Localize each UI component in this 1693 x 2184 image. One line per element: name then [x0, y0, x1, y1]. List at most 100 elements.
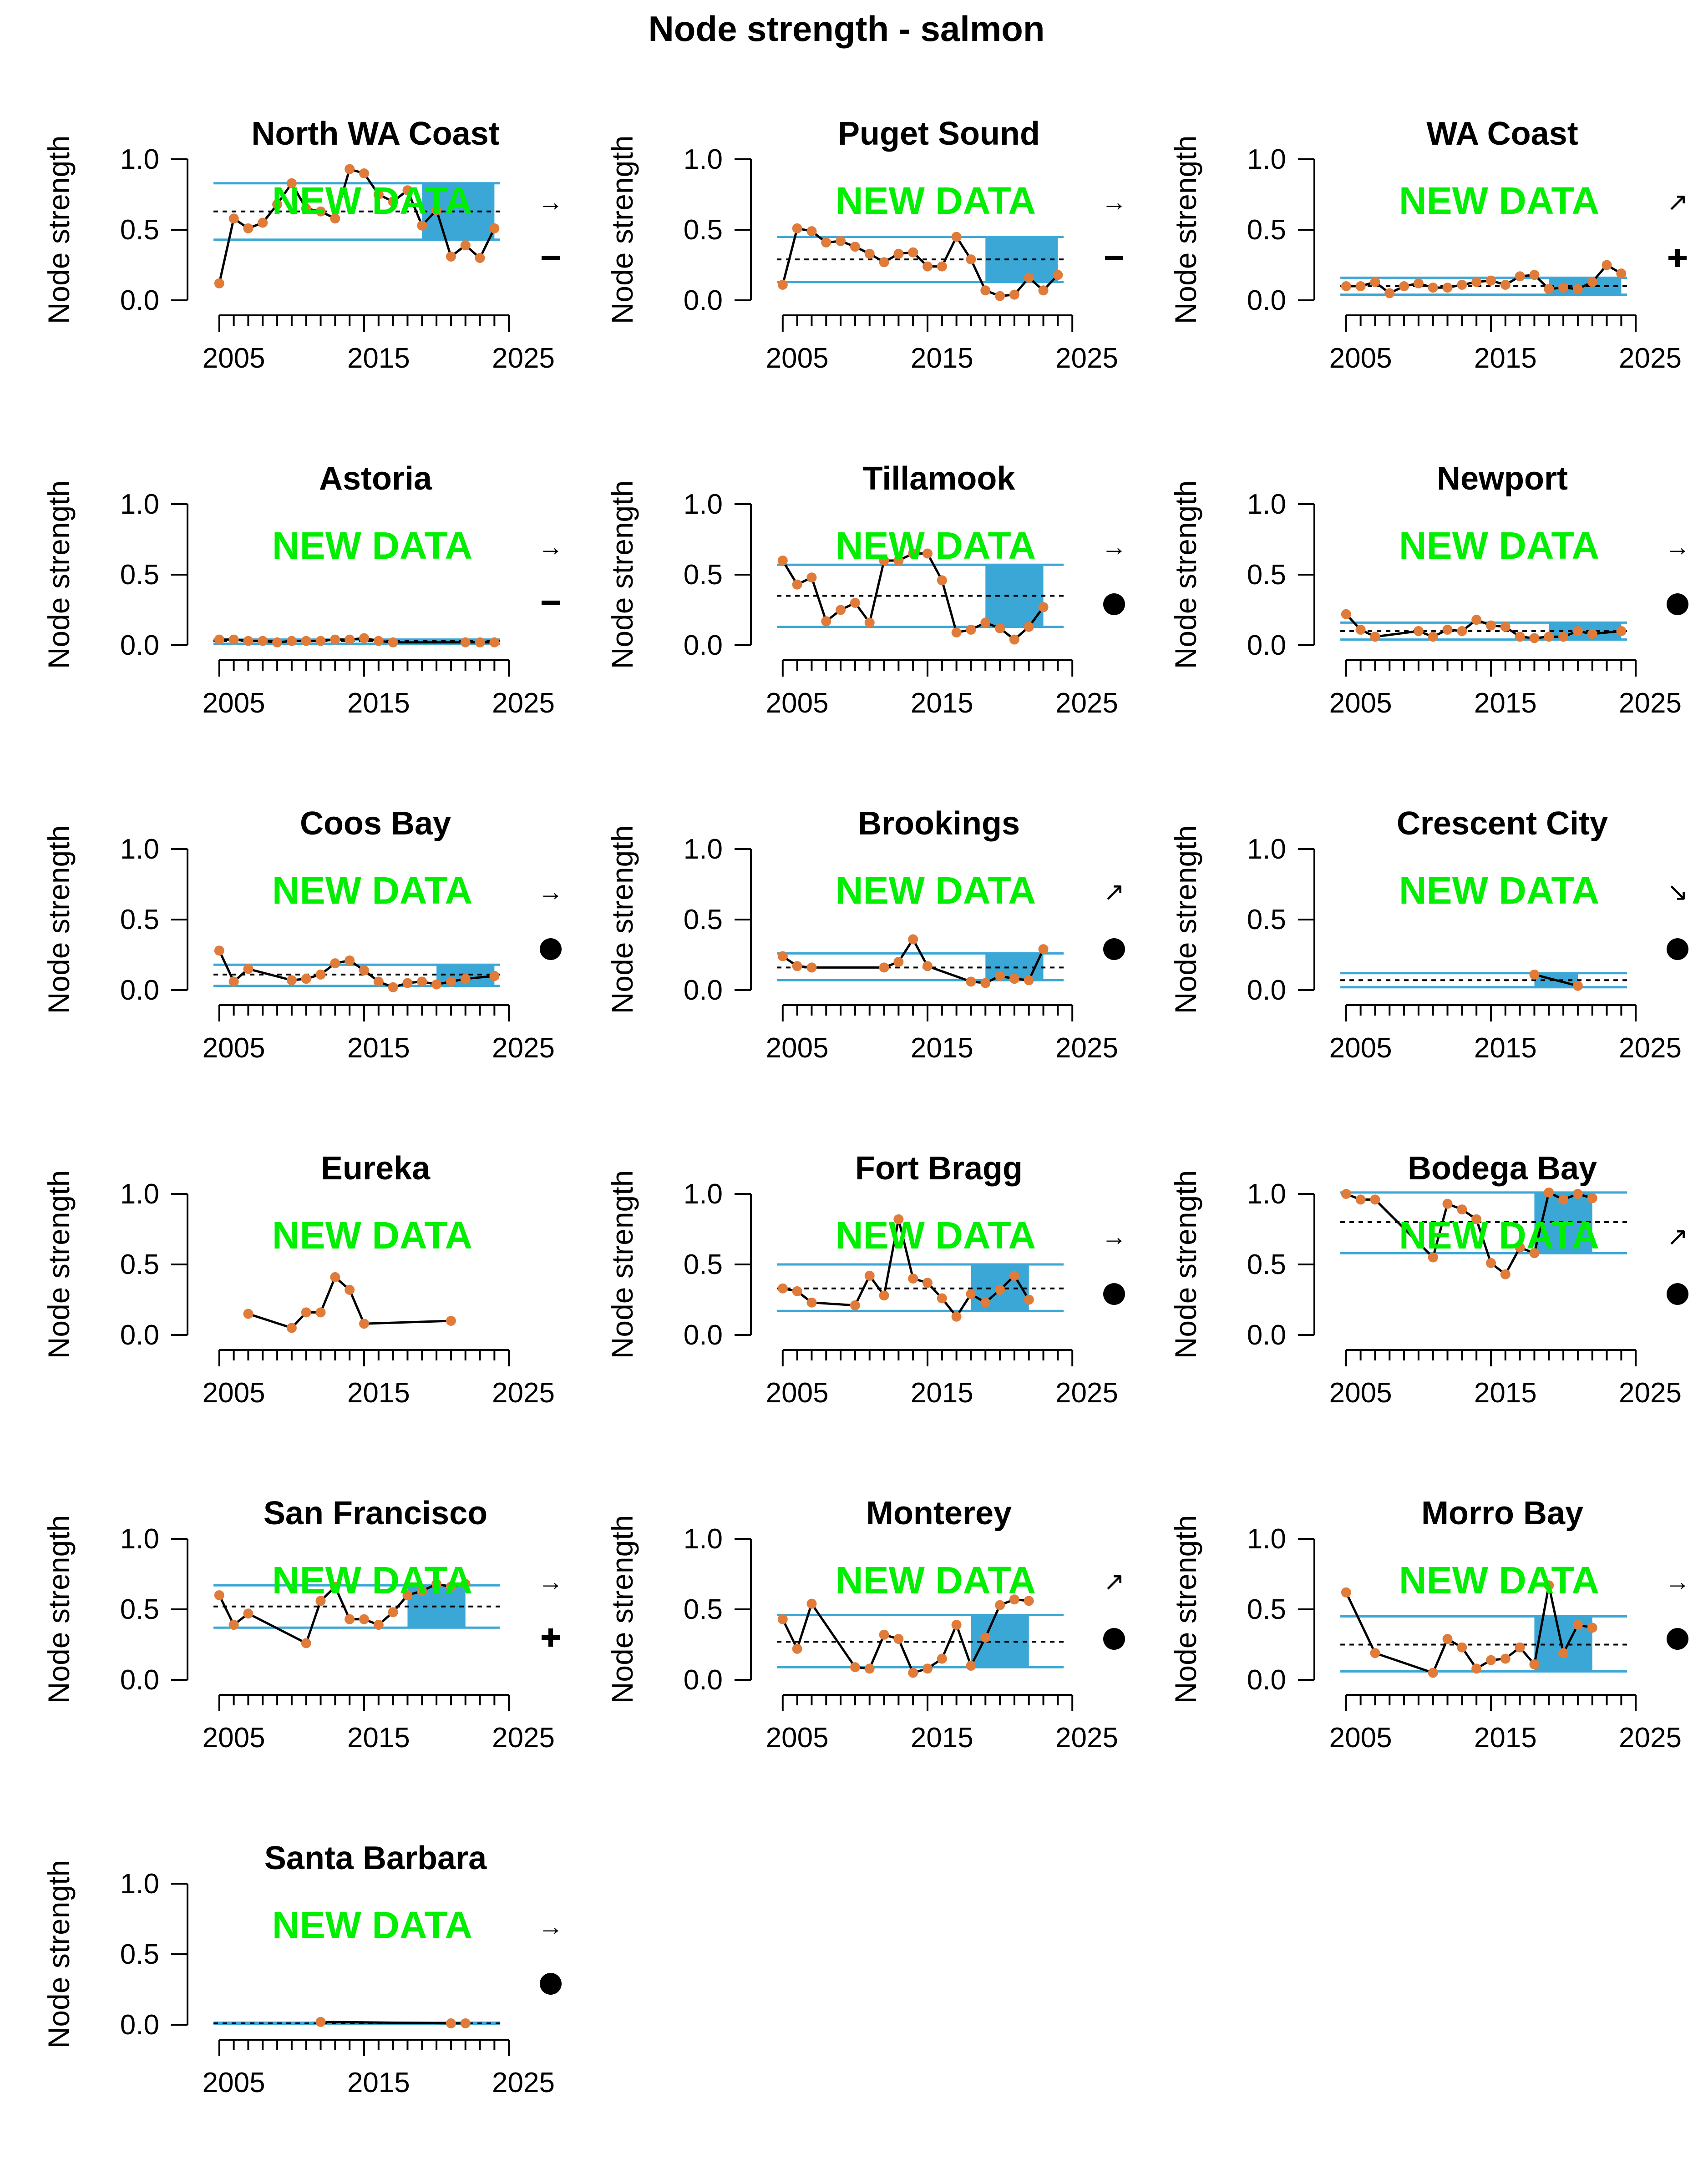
data-point [1053, 270, 1063, 280]
new-data-label: NEW DATA [836, 869, 1036, 912]
x-tick-label: 2025 [1619, 343, 1682, 374]
data-point [446, 1316, 456, 1326]
data-point [777, 279, 788, 290]
y-tick-label: 0.0 [1247, 1664, 1286, 1696]
y-tick-label: 1.0 [684, 834, 723, 865]
data-point [893, 1214, 904, 1224]
data-point [777, 556, 788, 566]
data-point [806, 572, 817, 583]
data-point [1486, 620, 1496, 631]
x-tick-label: 2015 [911, 688, 973, 719]
data-point [1500, 1269, 1511, 1279]
status-dot-icon [1667, 1283, 1688, 1305]
data-point [388, 637, 398, 647]
new-data-label: NEW DATA [272, 179, 472, 222]
data-point [359, 168, 369, 178]
data-point [272, 637, 283, 647]
data-point [1009, 634, 1019, 645]
data-point [792, 961, 802, 971]
data-point [1572, 1620, 1583, 1630]
panel-title: Brookings [858, 805, 1020, 842]
data-point [864, 1663, 875, 1674]
data-point [937, 1293, 947, 1304]
data-point [359, 1319, 369, 1329]
x-tick-label: 2025 [1055, 343, 1118, 374]
x-tick-label: 2015 [347, 1722, 410, 1754]
x-tick-label: 2005 [1329, 1377, 1392, 1409]
x-tick-label: 2005 [1329, 343, 1392, 374]
data-point [489, 637, 500, 647]
data-point [431, 205, 442, 215]
data-point [1341, 1587, 1351, 1598]
y-tick-label: 0.0 [120, 285, 159, 316]
x-tick-label: 2015 [911, 1377, 973, 1409]
x-tick-label: 2005 [766, 1032, 829, 1064]
panel-title: Newport [1437, 460, 1568, 497]
data-point [893, 248, 904, 259]
data-point [228, 976, 239, 987]
data-point [373, 189, 384, 200]
data-point [315, 1596, 326, 1606]
y-tick-label: 0.0 [684, 1664, 723, 1696]
y-axis-label: Node strength [605, 136, 639, 324]
data-point [446, 251, 456, 262]
data-point [908, 548, 918, 559]
panel-title: Monterey [866, 1495, 1012, 1532]
data-point [359, 1614, 369, 1624]
data-point [1515, 1642, 1525, 1653]
data-point [792, 223, 802, 233]
y-tick-label: 1.0 [684, 1523, 723, 1555]
data-point [431, 1579, 442, 1589]
data-point [850, 598, 860, 608]
trend-arrow-icon: → [538, 187, 563, 216]
figure-title: Node strength - salmon [648, 9, 1044, 49]
panel-fort-bragg: 0.0 0.5 1.0 Node strength 2005 2015 2025 Fort B… [605, 1150, 1127, 1409]
data-point [214, 278, 224, 288]
y-tick-label: 1.0 [1247, 1178, 1286, 1210]
data-point [1355, 624, 1366, 635]
data-point [1572, 626, 1583, 636]
data-point [330, 213, 340, 224]
data-point [879, 962, 889, 973]
y-tick-label: 0.5 [684, 559, 723, 591]
data-point [850, 1662, 860, 1673]
data-point [806, 226, 817, 237]
data-point [1500, 279, 1511, 290]
x-tick-label: 2005 [203, 688, 265, 719]
data-point [1009, 974, 1019, 984]
y-tick-label: 0.5 [684, 1249, 723, 1280]
data-point [1457, 279, 1467, 290]
data-point [1558, 632, 1569, 642]
x-tick-label: 2025 [492, 1377, 555, 1409]
data-point [937, 261, 947, 272]
data-point [1009, 289, 1019, 300]
x-tick-label: 2015 [347, 343, 410, 374]
data-point [258, 217, 268, 228]
data-point [1529, 633, 1540, 643]
data-point [272, 199, 283, 210]
x-tick-label: 2015 [1474, 1377, 1537, 1409]
x-tick-label: 2005 [766, 343, 829, 374]
data-point [966, 624, 976, 635]
y-axis-label: Node strength [605, 480, 639, 669]
data-point [1515, 632, 1525, 642]
panel-san-francisco: 0.0 0.5 1.0 Node strength 2005 2015 2025 San Fr… [42, 1495, 563, 1754]
data-point [345, 955, 355, 966]
y-tick-label: 0.0 [684, 975, 723, 1006]
y-axis-label: Node strength [42, 1170, 76, 1359]
data-point [330, 634, 340, 645]
y-tick-label: 1.0 [1247, 1523, 1286, 1555]
trend-arrow-icon: → [1665, 532, 1690, 561]
data-point [460, 240, 471, 251]
y-axis-label: Node strength [1169, 480, 1202, 669]
new-data-label: NEW DATA [272, 1214, 472, 1257]
new-data-label: NEW DATA [1399, 869, 1599, 912]
data-point [1544, 1187, 1554, 1198]
new-data-label: NEW DATA [272, 869, 472, 912]
new-data-label: NEW DATA [836, 179, 1036, 222]
data-point [373, 636, 384, 646]
data-point [893, 556, 904, 566]
x-tick-label: 2025 [1619, 1032, 1682, 1064]
x-tick-label: 2005 [203, 1377, 265, 1409]
status-dot-icon [1103, 1628, 1125, 1650]
